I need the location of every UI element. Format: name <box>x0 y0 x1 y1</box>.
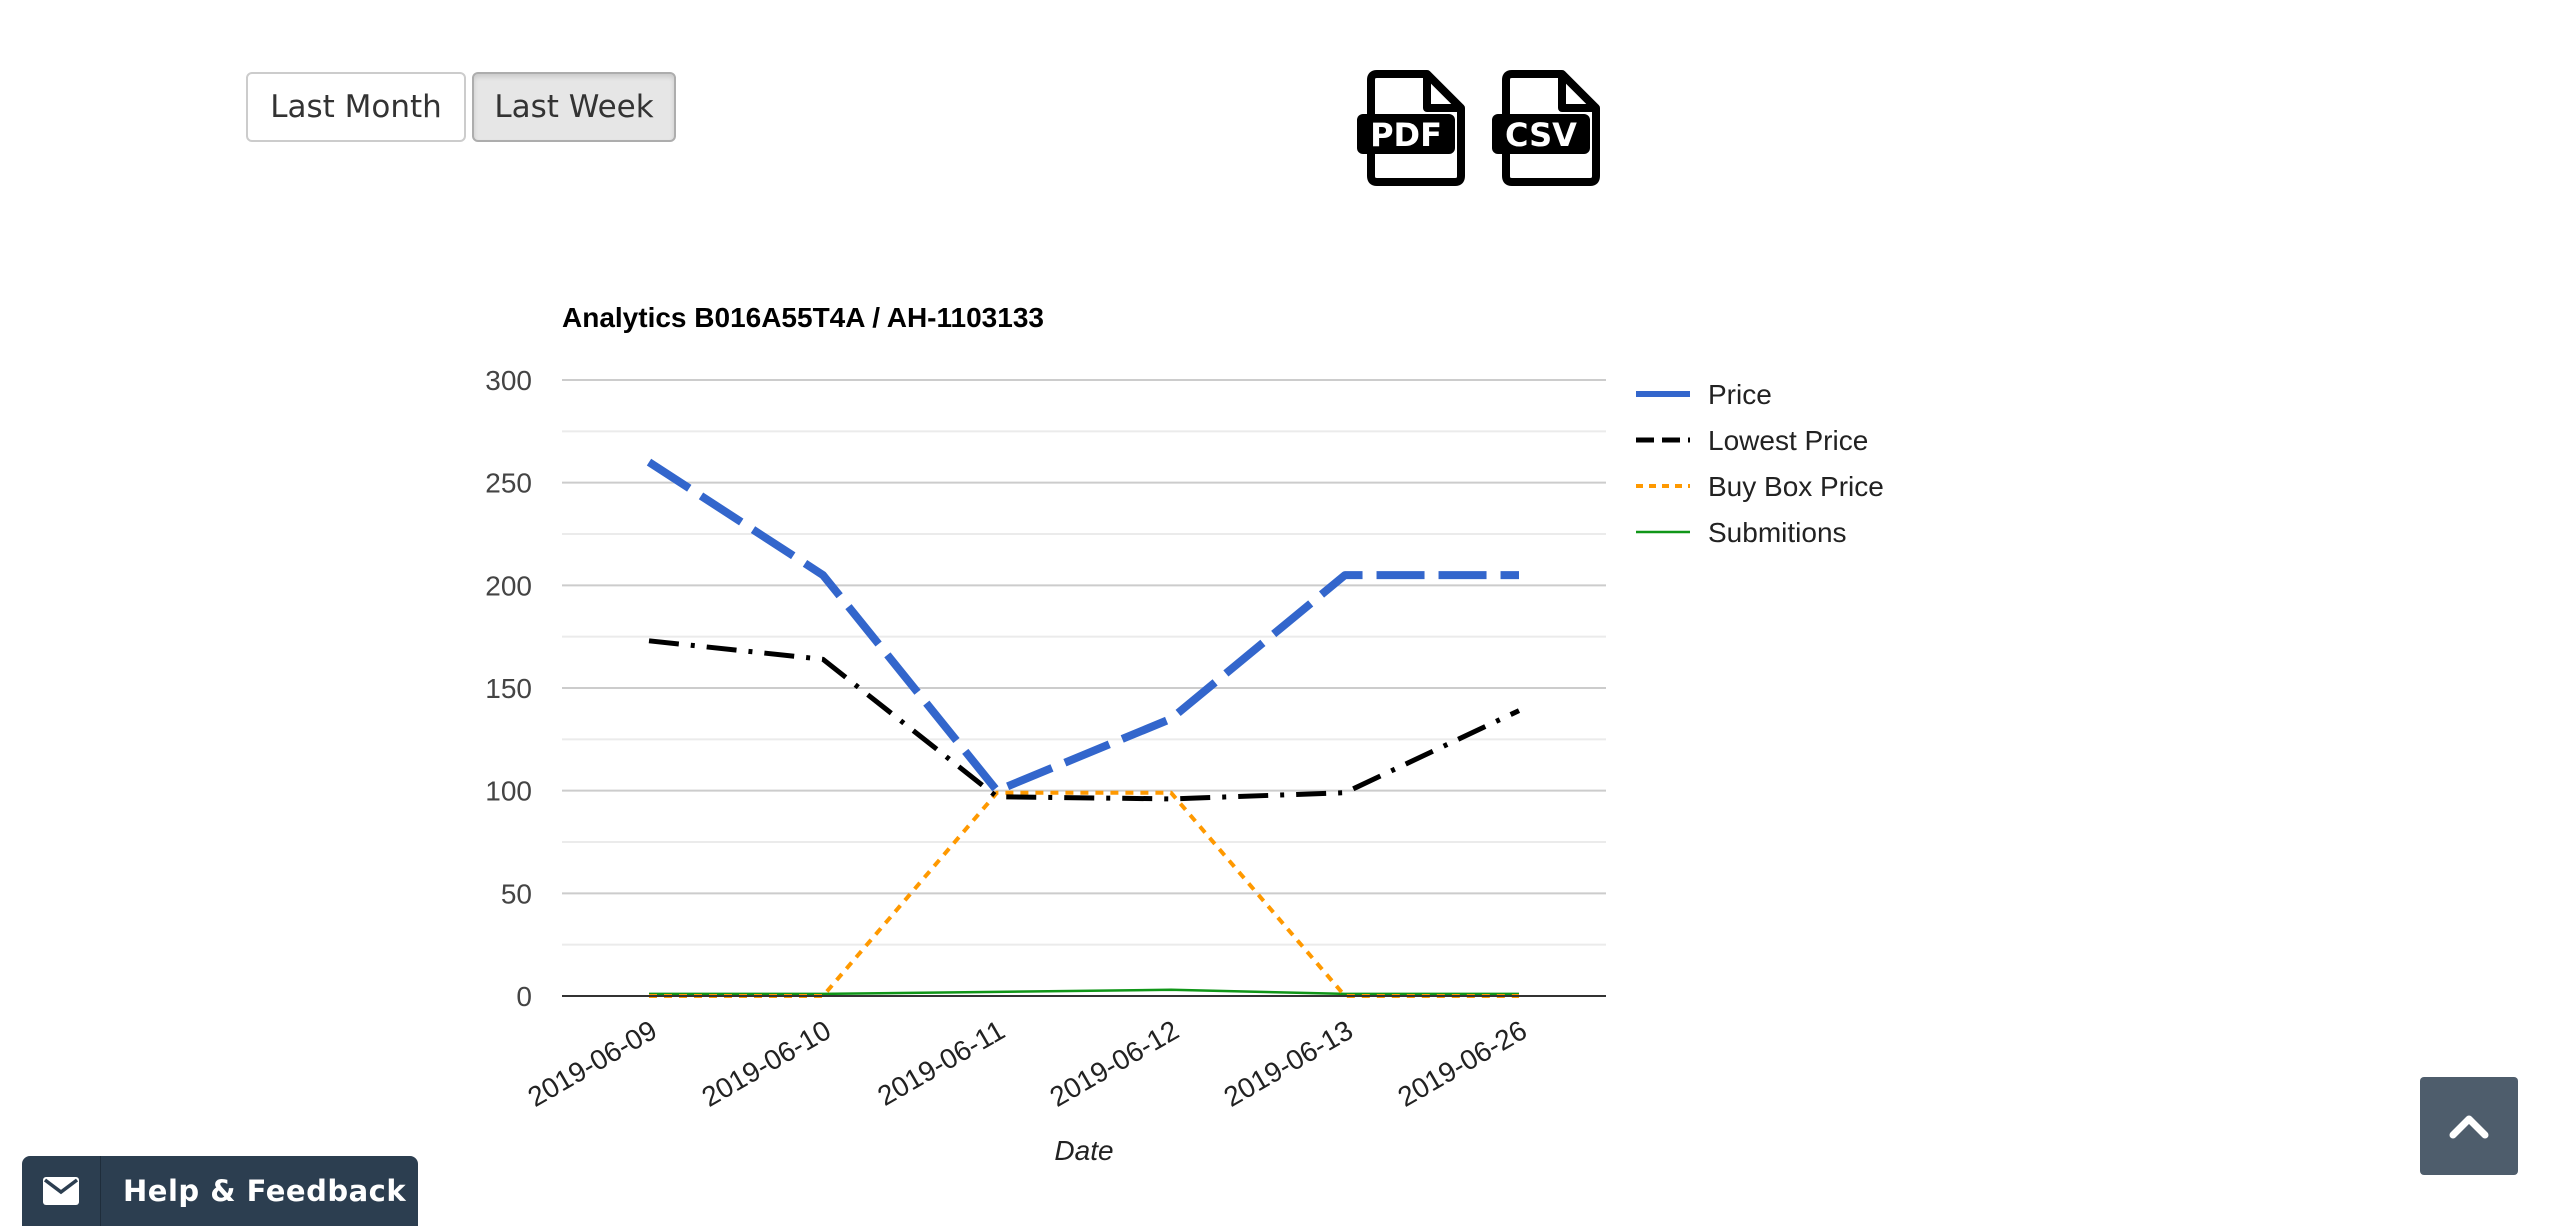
series-line-price <box>646 458 1519 795</box>
y-tick-label: 50 <box>501 878 532 909</box>
scroll-to-top-button[interactable] <box>2420 1077 2518 1175</box>
legend-label: Submitions <box>1708 517 1847 548</box>
x-tick-label: 2019-06-09 <box>522 1014 662 1112</box>
x-tick-label: 2019-06-10 <box>696 1014 836 1112</box>
y-tick-label: 100 <box>485 776 532 807</box>
envelope-icon <box>43 1177 79 1205</box>
csv-export-icon[interactable]: CSV <box>1492 70 1602 186</box>
help-feedback-button[interactable]: Help & Feedback <box>22 1156 418 1226</box>
last-month-button[interactable]: Last Month <box>246 72 466 142</box>
chart-title: Analytics B016A55T4A / AH-1103133 <box>562 302 1044 333</box>
x-tick-label: 2019-06-26 <box>1392 1014 1532 1112</box>
y-tick-label: 0 <box>516 981 532 1012</box>
y-tick-label: 250 <box>485 468 532 499</box>
help-feedback-label: Help & Feedback <box>123 1174 407 1208</box>
pdf-export-icon[interactable]: PDF <box>1357 70 1467 186</box>
last-week-button[interactable]: Last Week <box>472 72 676 142</box>
y-tick-label: 150 <box>485 673 532 704</box>
x-tick-label: 2019-06-11 <box>872 1014 1010 1111</box>
series <box>646 458 1521 998</box>
legend: Price Lowest Price Buy Box Price Submitions <box>1636 379 1884 548</box>
pdf-label: PDF <box>1370 116 1442 154</box>
legend-label: Buy Box Price <box>1708 471 1884 502</box>
chevron-up-icon <box>2449 1115 2489 1139</box>
x-tick-label: 2019-06-12 <box>1044 1014 1184 1112</box>
x-tick-label: 2019-06-13 <box>1218 1014 1358 1112</box>
grid <box>562 379 1606 946</box>
csv-label: CSV <box>1505 116 1577 154</box>
series-line-lowest-price <box>648 638 1521 802</box>
series-line-buy-box-price <box>649 790 1519 998</box>
x-axis-title: Date <box>1054 1135 1113 1166</box>
series-line-submitions <box>649 988 1519 996</box>
y-tick-label: 300 <box>485 365 532 396</box>
legend-label: Price <box>1708 379 1772 410</box>
y-tick-label: 200 <box>485 570 532 601</box>
legend-label: Lowest Price <box>1708 425 1868 456</box>
